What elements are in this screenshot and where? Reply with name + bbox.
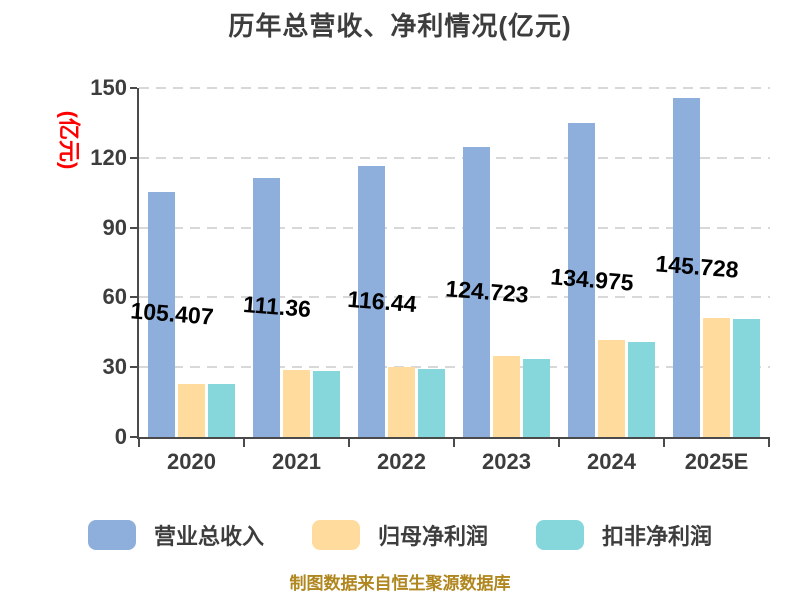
- bar-revenue-2023: [463, 146, 490, 437]
- legend-swatch-net-profit: [311, 520, 360, 550]
- y-axis-tick-150: [130, 87, 137, 89]
- x-axis-label-2024: 2024: [587, 449, 636, 474]
- bar-net-profit-2024: [598, 339, 625, 437]
- x-axis-label-2025E: 2025E: [684, 449, 749, 474]
- footer-source-note: 制图数据来自恒生聚源数据库: [289, 574, 511, 593]
- y-axis-tick-label-120: 120: [90, 144, 127, 170]
- bar-net-profit-2023: [493, 356, 520, 437]
- bar-net-profit-2022: [388, 366, 415, 437]
- gridline-150: [139, 87, 770, 89]
- y-axis-tick-90: [130, 226, 137, 229]
- data-label-revenue-2025E: 145.728: [654, 250, 740, 284]
- legend-item-net-profit[interactable]: 归母净利润: [311, 519, 488, 551]
- bar-revenue-2021: [253, 177, 280, 437]
- y-axis-tick-label-30: 30: [102, 354, 127, 380]
- x-axis-tick-6: [768, 439, 770, 447]
- plot-area: 0 30 60 90 120 150 105.407 2020 111.36 2021 116.44…: [90, 77, 770, 474]
- x-axis-tick-2: [348, 439, 350, 447]
- y-axis-tick-30: [130, 366, 137, 369]
- legend-item-revenue[interactable]: 营业总收入: [87, 519, 264, 551]
- y-axis-tick-0: [130, 436, 137, 438]
- x-axis-tick-5: [663, 439, 665, 447]
- gridline-30: [139, 366, 770, 369]
- bar-revenue-2024: [568, 122, 595, 437]
- bar-non-gaap-net-profit-2023: [523, 358, 550, 437]
- x-axis-tick-4: [558, 439, 560, 447]
- bar-net-profit-2025E: [703, 317, 730, 437]
- x-axis-label-2022: 2022: [377, 449, 426, 474]
- x-axis-tick-3: [453, 439, 455, 447]
- data-label-revenue-2022: 116.44: [346, 285, 417, 317]
- bar-net-profit-2021: [283, 369, 310, 437]
- legend-swatch-non-gaap-net-profit: [536, 520, 584, 550]
- bar-non-gaap-net-profit-2020: [208, 383, 235, 437]
- bar-non-gaap-net-profit-2022: [418, 368, 445, 437]
- y-axis-tick-60: [130, 296, 137, 299]
- gridline-90: [139, 226, 770, 229]
- gridline-120: [139, 156, 770, 159]
- bar-non-gaap-net-profit-2025E: [733, 319, 760, 437]
- bar-non-gaap-net-profit-2021: [313, 370, 340, 437]
- bar-revenue-2022: [358, 166, 385, 437]
- legend: 营业总收入 归母净利润 扣非净利润: [0, 517, 800, 553]
- x-axis-tick-0: [138, 439, 140, 447]
- legend-label-net-profit: 归母净利润: [377, 524, 488, 549]
- y-axis-tick-120: [130, 156, 137, 159]
- bar-non-gaap-net-profit-2024: [628, 341, 655, 437]
- legend-label-non-gaap-net-profit: 扣非净利润: [602, 524, 713, 549]
- bar-revenue-2020: [148, 191, 175, 437]
- legend-swatch-revenue: [87, 520, 136, 550]
- x-axis-tick-1: [243, 439, 245, 447]
- bar-revenue-2025E: [673, 97, 700, 437]
- data-label-revenue-2023: 124.723: [444, 275, 530, 308]
- x-axis-label-2020: 2020: [167, 449, 216, 474]
- data-label-revenue-2024: 134.975: [549, 263, 635, 296]
- y-axis-tick-label-150: 150: [90, 75, 127, 100]
- bar-net-profit-2020: [178, 383, 205, 437]
- y-axis-tick-label-90: 90: [102, 214, 127, 240]
- data-label-revenue-2020: 105.407: [129, 297, 215, 331]
- y-axis-tick-label-60: 60: [102, 284, 127, 310]
- x-axis-label-2023: 2023: [482, 449, 531, 474]
- x-axis-label-2021: 2021: [272, 449, 321, 474]
- gridline-60: [139, 296, 770, 299]
- y-axis-tick-label-0: 0: [114, 424, 127, 449]
- chart-title: 历年总营收、净利情况(亿元): [228, 11, 572, 41]
- legend-item-non-gaap-net-profit[interactable]: 扣非净利润: [536, 519, 712, 551]
- legend-label-revenue: 营业总收入: [153, 524, 264, 549]
